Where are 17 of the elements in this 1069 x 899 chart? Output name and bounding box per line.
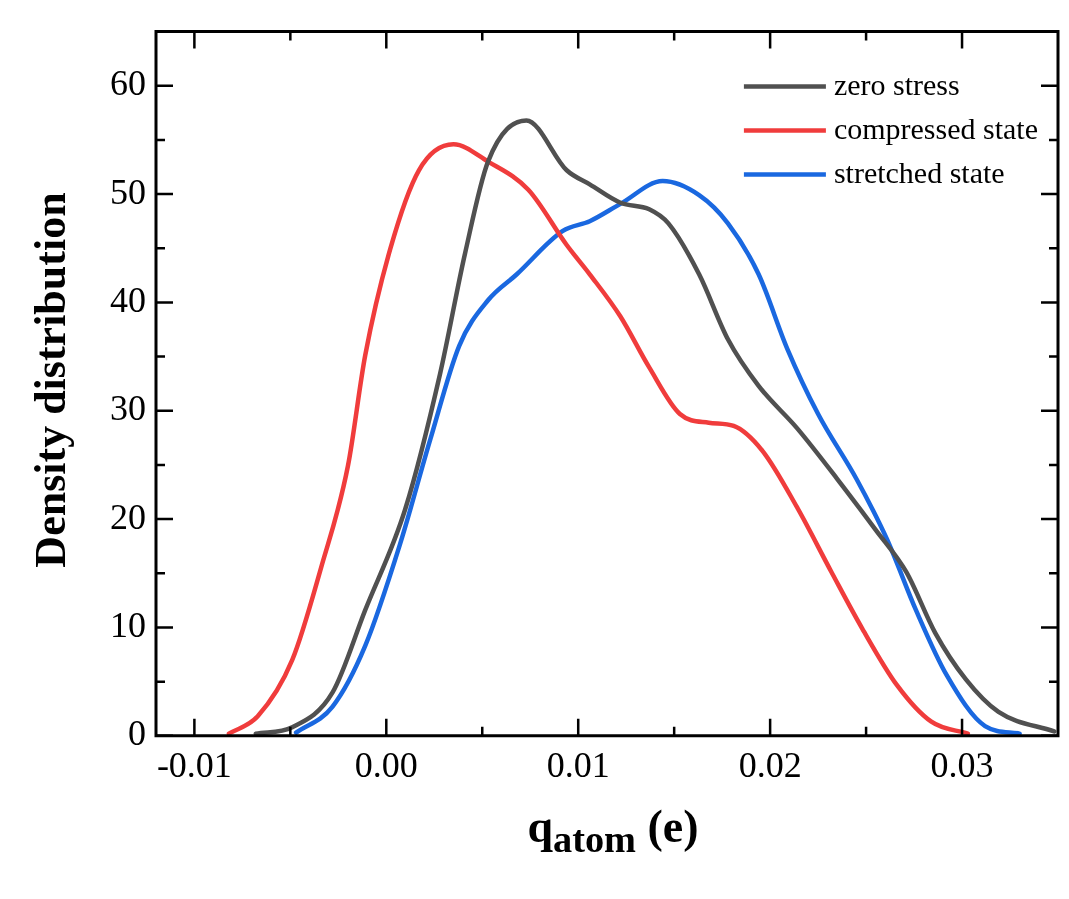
y-tick-label: 0 [128,713,146,754]
y-tick-label: 50 [110,171,146,212]
y-tick-label: 10 [110,604,146,645]
y-tick-label: 60 [110,63,146,104]
y-tick-label: 40 [110,279,146,320]
y-tick-label: 30 [110,388,146,429]
y-tick-label: 20 [110,496,146,537]
x-tick-label: 0.03 [930,744,994,785]
legend-label: zero stress [833,68,960,102]
x-tick-label: 0.02 [738,744,802,785]
x-tick-label: 0.00 [354,744,418,785]
legend-label: stretched state [833,156,1005,190]
x-axis-title: q$_{atom}$ (e) [526,800,700,862]
x-tick-label: 0.01 [546,744,610,785]
legend-label: compressed state [833,112,1039,146]
y-axis-title: Density distribution [24,192,76,568]
x-tick-label: -0.01 [156,744,232,785]
